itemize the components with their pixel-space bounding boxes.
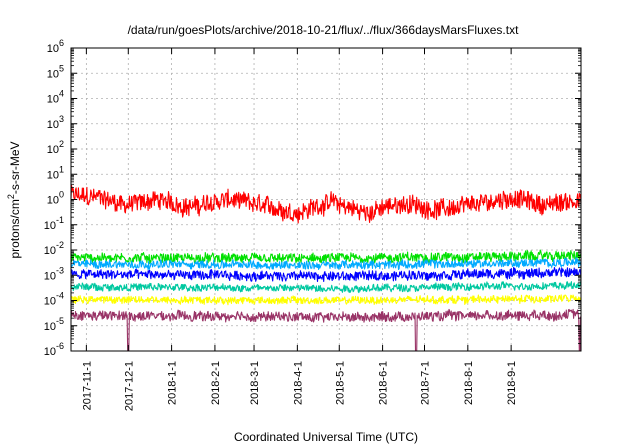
y-tick-label: 10-6: [44, 341, 64, 358]
y-tick-exponent: 0: [59, 190, 64, 200]
y-tick-base: 10: [47, 119, 59, 131]
y-tick-base: 10: [47, 43, 59, 55]
y-axis-title: protons/cm2-s-sr-MeV: [6, 141, 22, 258]
x-tick-label: 2018-7-1: [420, 361, 432, 405]
y-tick-base: 10: [47, 94, 59, 106]
series-line-4: [70, 266, 582, 282]
y-tick-exponent: -3: [56, 265, 64, 275]
series-line-7: [70, 308, 582, 352]
series-line-5: [70, 281, 581, 294]
x-tick-label: 2017-11-1: [81, 361, 93, 410]
y-tick-exponent: 5: [59, 63, 64, 73]
series-line-6: [70, 294, 582, 306]
y-tick-label: 10-3: [44, 265, 64, 282]
y-tick-label: 10-5: [44, 316, 64, 333]
x-tick-label: 2018-5-1: [334, 361, 346, 405]
x-tick-label: 2018-8-1: [463, 361, 475, 405]
y-tick-label: 101: [47, 164, 64, 181]
series-line-2: [70, 257, 582, 271]
x-tick-label: 2018-6-1: [378, 361, 390, 405]
y-tick-exponent: -1: [56, 215, 64, 225]
x-tick-label: 2018-4-1: [292, 361, 304, 405]
y-tick-base: 10: [47, 144, 59, 156]
y-tick-exponent: 1: [59, 164, 64, 174]
x-tick-label: 2018-9-1: [506, 361, 518, 405]
y-axis-title-suffix: -s-sr-MeV: [8, 141, 22, 194]
y-tick-base: 10: [44, 245, 56, 257]
x-axis-ticks: 2017-11-1 2017-12-1 2018-1-1 2018-2-1 2018-3…: [81, 48, 518, 411]
x-tick-label: 2018-3-1: [249, 361, 261, 405]
y-tick-base: 10: [47, 68, 59, 80]
y-tick-label: 105: [47, 63, 64, 80]
y-tick-base: 10: [44, 270, 56, 282]
y-tick-base: 10: [47, 169, 59, 181]
y-tick-label: 102: [47, 139, 64, 156]
y-tick-label: 10-1: [44, 215, 64, 232]
series-line-3: [70, 264, 582, 275]
y-tick-label: 104: [47, 89, 64, 106]
chart-title: /data/run/goesPlots/archive/2018-10-21/f…: [128, 23, 520, 37]
y-tick-label: 10-4: [44, 291, 64, 308]
y-tick-label: 106: [47, 38, 64, 55]
y-tick-label: 10-2: [44, 240, 64, 257]
y-tick-label: 100: [47, 190, 64, 207]
x-tick-label: 2017-12-1: [123, 361, 135, 411]
y-tick-base: 10: [44, 321, 56, 333]
y-axis-ticks: 10-610-510-410-310-210-11001011021031041…: [44, 38, 581, 358]
x-tick-label: 2018-1-1: [167, 361, 179, 405]
y-tick-exponent: 3: [59, 114, 64, 124]
y-axis-title-superscript: 2: [6, 194, 16, 199]
y-tick-exponent: 4: [59, 89, 64, 99]
y-tick-exponent: 6: [59, 38, 64, 48]
x-axis-title: Coordinated Universal Time (UTC): [234, 430, 418, 444]
y-tick-base: 10: [47, 195, 59, 207]
y-tick-exponent: -4: [56, 291, 64, 301]
y-tick-base: 10: [44, 296, 56, 308]
y-tick-exponent: -6: [56, 341, 64, 351]
x-tick-label: 2018-2-1: [210, 361, 222, 405]
y-tick-exponent: 2: [59, 139, 64, 149]
y-tick-base: 10: [44, 346, 56, 358]
y-tick-exponent: -2: [56, 240, 64, 250]
series-line-0: [70, 185, 582, 224]
y-tick-exponent: -5: [56, 316, 64, 326]
series-layer: [70, 185, 582, 352]
y-axis-title-prefix: protons/cm: [8, 199, 22, 258]
y-tick-base: 10: [44, 220, 56, 232]
y-tick-label: 103: [47, 114, 64, 131]
